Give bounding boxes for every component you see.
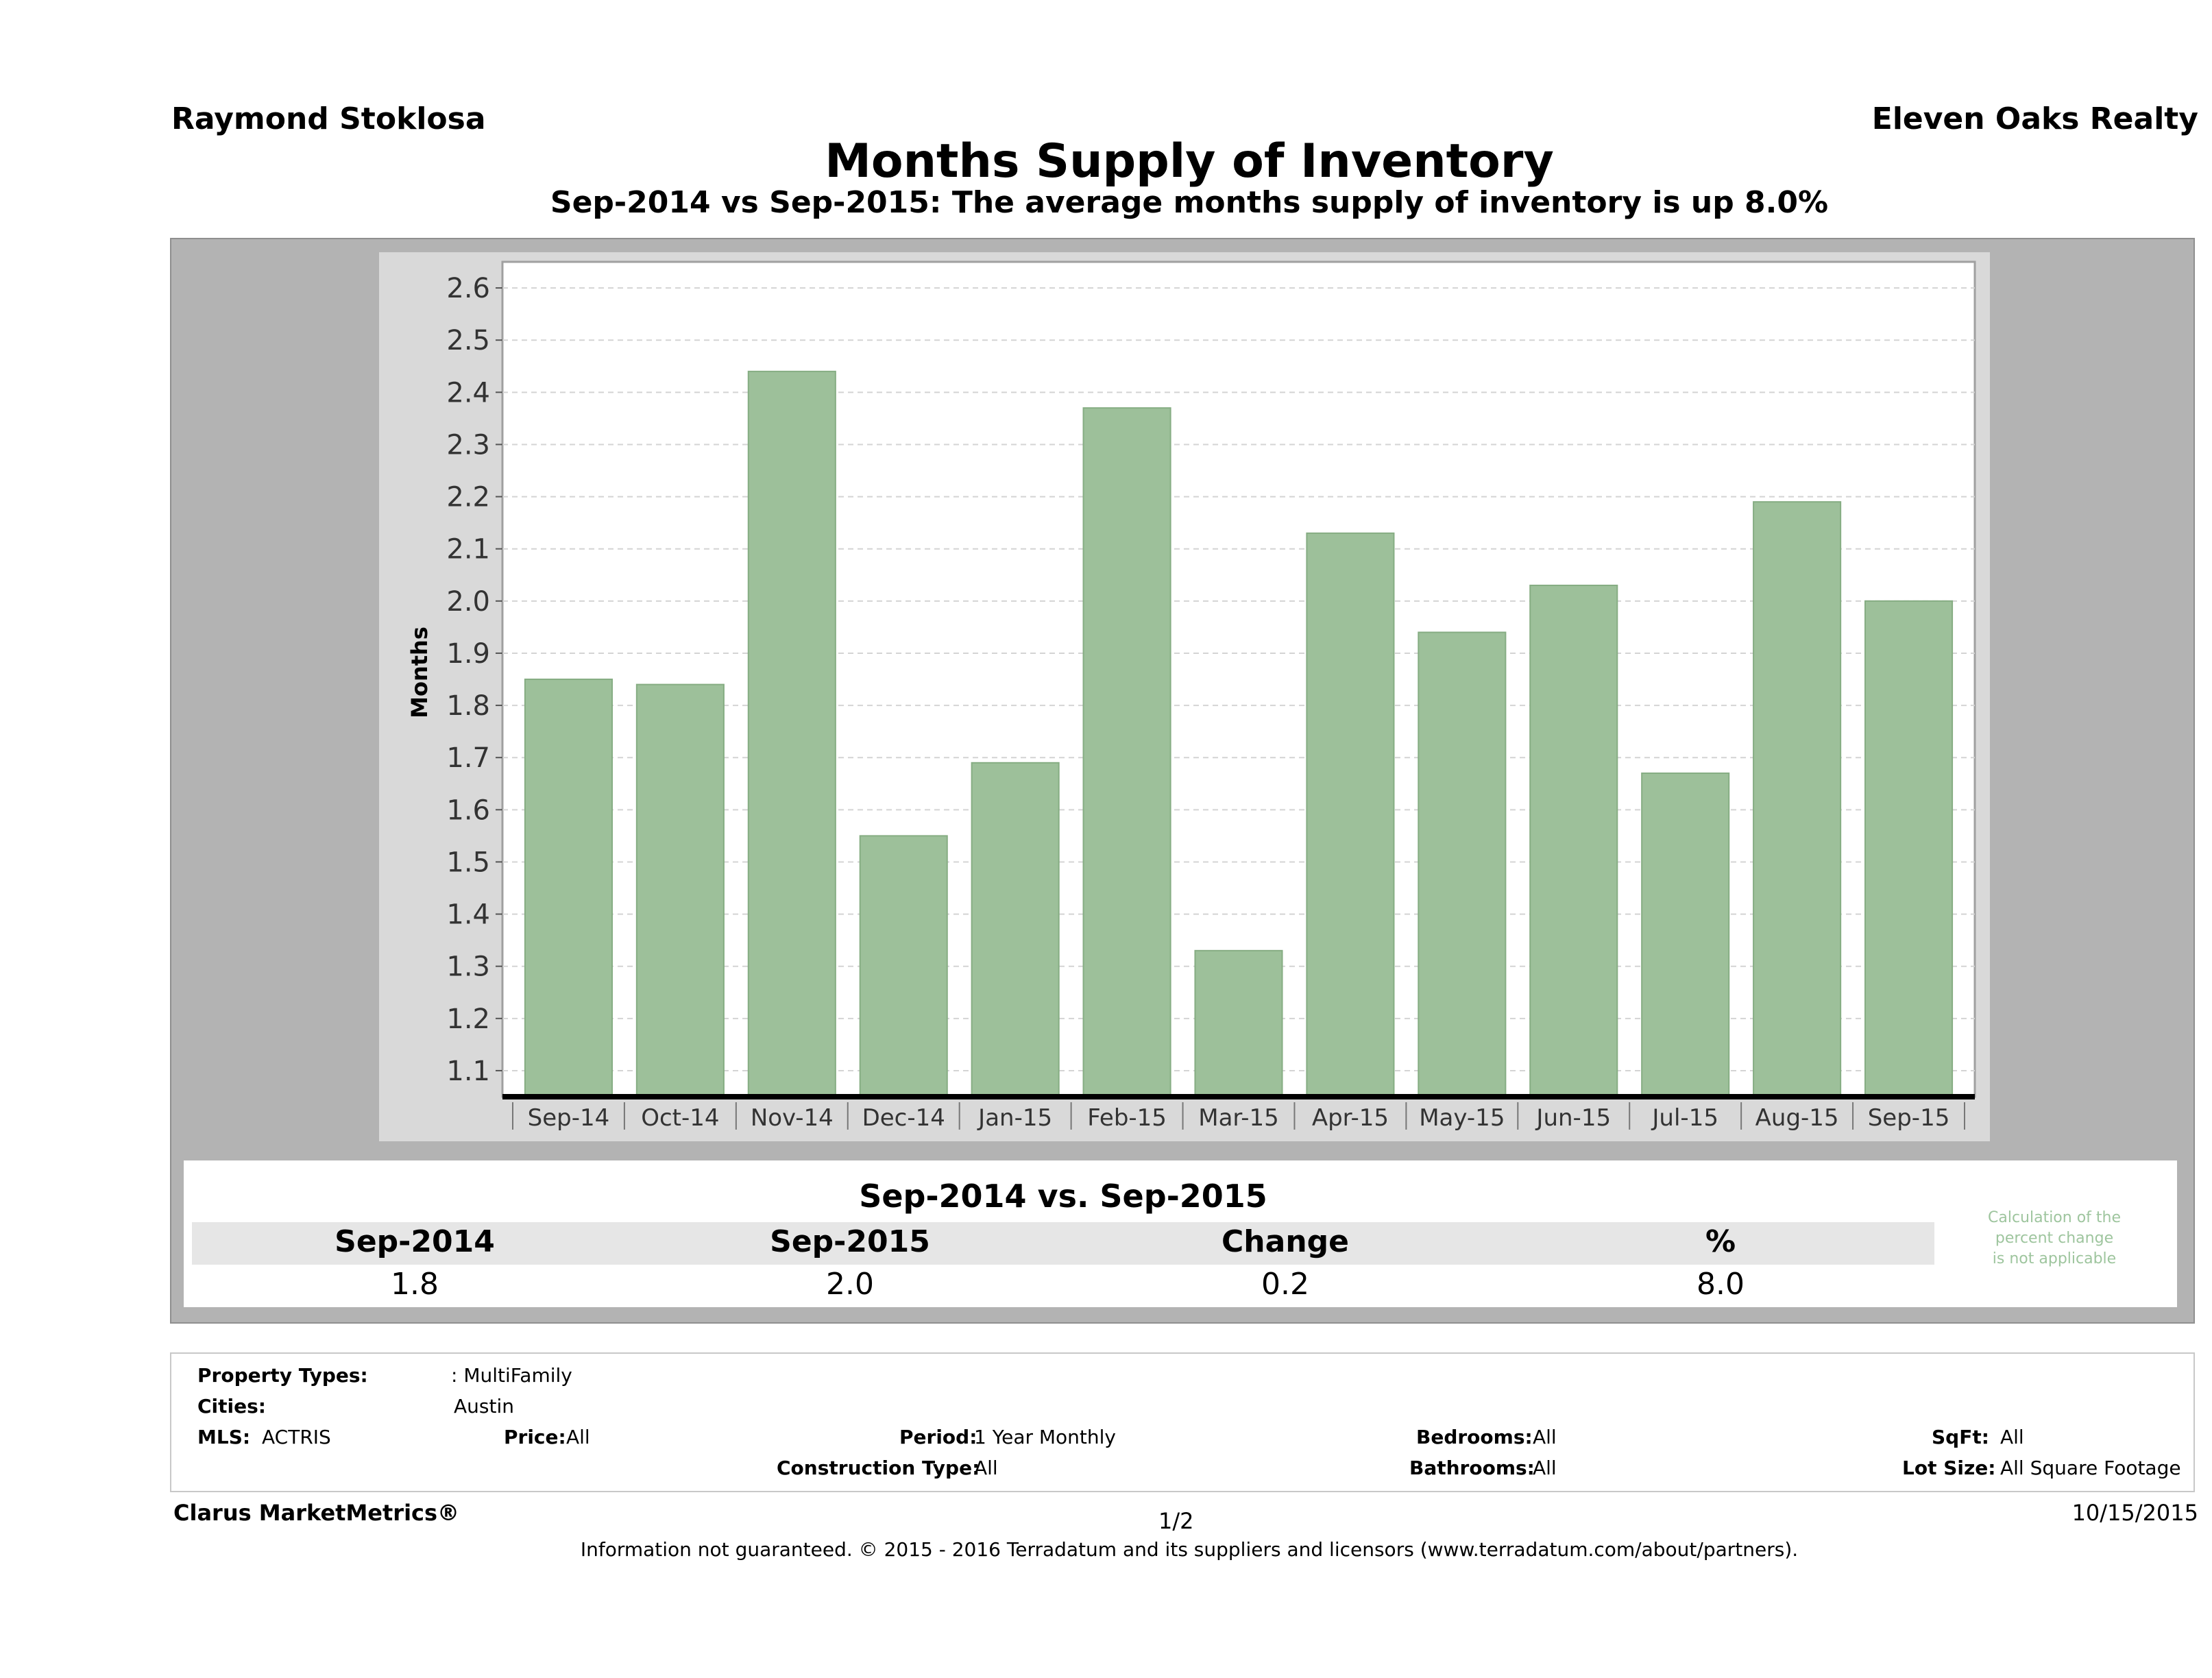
sqft-label: SqFt: — [1932, 1426, 1989, 1448]
y-tick-label: 1.9 — [446, 638, 490, 670]
x-tick-label: Feb-15 — [1087, 1104, 1167, 1132]
stats-header-end: Sep-2015 — [770, 1224, 930, 1259]
x-tick-label: Sep-14 — [528, 1104, 610, 1132]
y-tick-label: 1.2 — [446, 1004, 490, 1035]
bathrooms-label: Bathrooms: — [1409, 1457, 1535, 1479]
property-types-value: : MultiFamily — [451, 1364, 572, 1387]
x-tick-label: Dec-14 — [862, 1104, 945, 1132]
stats-title: Sep-2014 vs. Sep-2015 — [859, 1178, 1267, 1215]
x-tick-label: Jun-15 — [1535, 1104, 1611, 1132]
sqft-value: All — [2000, 1426, 2024, 1448]
bedrooms-value: All — [1533, 1426, 1557, 1448]
y-tick-label: 2.5 — [446, 325, 490, 356]
stats-header-change: Change — [1222, 1224, 1349, 1259]
y-tick-label: 1.5 — [446, 847, 490, 878]
x-tick-label: Jul-15 — [1651, 1104, 1718, 1132]
report-subtitle: Sep-2014 vs Sep-2015: The average months… — [550, 185, 1829, 220]
cities-label: Cities: — [197, 1395, 266, 1418]
x-tick-label: Sep-15 — [1868, 1104, 1950, 1132]
brokerage-name: Eleven Oaks Realty — [1871, 101, 2198, 136]
period-value: 1 Year Monthly — [974, 1426, 1117, 1448]
x-tick-label: Oct-14 — [641, 1104, 719, 1132]
y-tick-label: 1.3 — [446, 951, 490, 983]
mls-value: ACTRIS — [262, 1426, 331, 1448]
construction-type-value: All — [974, 1457, 998, 1479]
x-tick-label: May-15 — [1419, 1104, 1505, 1132]
period-label: Period: — [899, 1426, 977, 1448]
stats-header-row — [192, 1222, 1934, 1265]
y-tick-label: 2.3 — [446, 429, 490, 461]
disclaimer: Information not guaranteed. © 2015 - 201… — [580, 1538, 1799, 1561]
x-tick-label: Jan-15 — [977, 1104, 1052, 1132]
report-date: 10/15/2015 — [2071, 1500, 2198, 1526]
y-tick-label: 2.4 — [446, 377, 490, 409]
y-tick-label: 2.6 — [446, 273, 490, 304]
bar — [524, 679, 613, 1097]
page-number: 1/2 — [1158, 1508, 1194, 1534]
bar — [1194, 949, 1283, 1097]
property-types-label: Property Types: — [197, 1364, 368, 1387]
percent-note-line: is not applicable — [1992, 1250, 2117, 1267]
bar — [635, 683, 725, 1097]
percent-note: Calculation of the percent change is not… — [1962, 1208, 2147, 1269]
cities-value: Austin — [454, 1395, 514, 1418]
bar — [859, 835, 948, 1097]
construction-type-label: Construction Type: — [777, 1457, 980, 1479]
price-value: All — [566, 1426, 590, 1448]
y-tick-label: 2.0 — [446, 586, 490, 618]
lot-size-value: All Square Footage — [2000, 1457, 2181, 1479]
bedrooms-label: Bedrooms: — [1416, 1426, 1533, 1448]
y-tick-label: 1.6 — [446, 794, 490, 826]
price-label: Price: — [504, 1426, 566, 1448]
x-tick-label: Nov-14 — [751, 1104, 834, 1132]
bar — [1306, 532, 1395, 1098]
x-tick-label: Apr-15 — [1312, 1104, 1389, 1132]
bar — [1529, 584, 1618, 1098]
product-name: Clarus MarketMetrics® — [173, 1500, 460, 1526]
x-tick-label: Mar-15 — [1198, 1104, 1279, 1132]
y-tick-label: 1.4 — [446, 899, 490, 931]
stats-header-percent: % — [1705, 1224, 1736, 1259]
percent-note-line: Calculation of the — [1987, 1209, 2122, 1226]
bar — [1753, 501, 1842, 1097]
bathrooms-value: All — [1533, 1457, 1557, 1479]
y-tick-label: 1.7 — [446, 742, 490, 774]
percent-note-line: percent change — [1995, 1230, 2114, 1247]
bar — [747, 370, 836, 1097]
x-tick-label: Aug-15 — [1755, 1104, 1839, 1132]
y-tick-label: 1.8 — [446, 690, 490, 722]
bar — [1082, 407, 1171, 1097]
bar — [1418, 631, 1507, 1097]
report-title: Months Supply of Inventory — [825, 134, 1554, 189]
bar-chart: 1.1 1.2 1.3 1.4 1.5 1.6 1.7 1.8 1.9 2.0 2.1 2.2 2.3 2… — [406, 260, 1976, 1132]
y-tick-label: 2.2 — [446, 482, 490, 513]
lot-size-label: Lot Size: — [1902, 1457, 1996, 1479]
bar — [1641, 773, 1730, 1098]
stats-value-percent: 8.0 — [1697, 1267, 1745, 1302]
y-axis-label: Months — [406, 627, 433, 718]
bar — [1864, 600, 1954, 1097]
stats-value-row — [192, 1266, 1934, 1306]
percent-note-box — [1962, 1171, 2147, 1302]
search-criteria — [170, 1352, 2195, 1492]
stats-value-end: 2.0 — [826, 1267, 874, 1302]
bar — [971, 762, 1060, 1097]
stats-value-change: 0.2 — [1261, 1267, 1309, 1302]
stats-title-row — [192, 1172, 1934, 1220]
y-tick-label: 2.1 — [446, 534, 490, 566]
y-tick-label: 1.1 — [446, 1056, 490, 1087]
stats-value-start: 1.8 — [391, 1267, 439, 1302]
stats-header-start: Sep-2014 — [335, 1224, 495, 1259]
agent-name: Raymond Stoklosa — [171, 101, 486, 136]
mls-label: MLS: — [197, 1426, 251, 1448]
